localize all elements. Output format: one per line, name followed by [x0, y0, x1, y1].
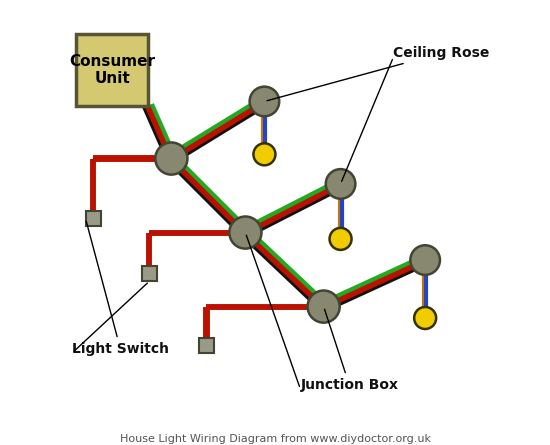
- Circle shape: [254, 143, 276, 165]
- FancyBboxPatch shape: [199, 338, 214, 353]
- FancyBboxPatch shape: [76, 34, 148, 105]
- Circle shape: [155, 142, 188, 174]
- FancyBboxPatch shape: [85, 211, 101, 226]
- Circle shape: [250, 87, 279, 116]
- Circle shape: [410, 245, 440, 275]
- Text: Light Switch: Light Switch: [72, 221, 169, 356]
- Circle shape: [414, 307, 436, 329]
- Text: Junction Box: Junction Box: [300, 309, 398, 392]
- Text: Consumer
Unit: Consumer Unit: [69, 53, 155, 86]
- Circle shape: [229, 217, 261, 249]
- Circle shape: [326, 169, 355, 199]
- Text: House Light Wiring Diagram from www.diydoctor.org.uk: House Light Wiring Diagram from www.diyd…: [119, 434, 431, 444]
- FancyBboxPatch shape: [142, 266, 157, 281]
- Circle shape: [307, 291, 340, 323]
- Circle shape: [329, 228, 351, 250]
- Text: Ceiling Rose: Ceiling Rose: [267, 46, 490, 101]
